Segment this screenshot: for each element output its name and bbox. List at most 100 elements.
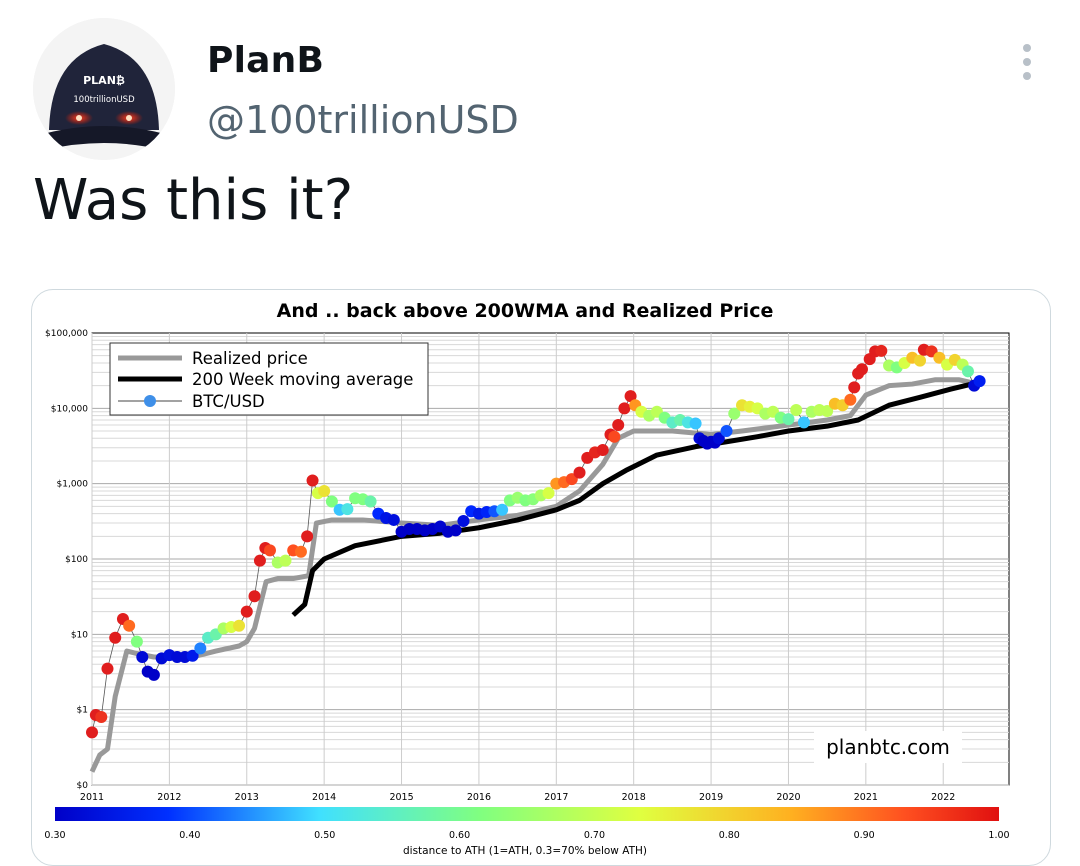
- x-axis-labels: 2011 2012 2013 2014 2015 2016 2017 2018 2019 2020…: [80, 792, 955, 803]
- y-tick-label: $0: [77, 781, 89, 791]
- x-tick-label: 2018: [622, 792, 646, 803]
- colorbar-tick-label: 0.80: [719, 830, 740, 841]
- tweet-media[interactable]: And .. back above 200WMA and Realized Pr…: [31, 289, 1051, 866]
- author-name[interactable]: PlanB: [207, 40, 325, 81]
- btc-dot: [496, 503, 509, 516]
- btc-dot: [624, 390, 637, 403]
- btc-dot: [457, 514, 470, 527]
- cap-image: PLAN₿ 100trillionUSD: [33, 18, 175, 160]
- x-tick-label: 2014: [312, 792, 336, 803]
- btc-dot: [728, 407, 741, 420]
- legend-wma: 200 Week moving average: [192, 370, 413, 389]
- btc-dot: [86, 726, 98, 739]
- x-tick-label: 2022: [931, 792, 955, 803]
- y-tick-label: $10: [71, 630, 88, 640]
- y-tick-label: $1: [77, 706, 88, 716]
- btc-dot: [596, 443, 609, 456]
- colorbar: [55, 807, 999, 821]
- btc-dot: [263, 544, 276, 557]
- colorbar-tick-label: 0.50: [314, 830, 335, 841]
- btc-dot: [797, 416, 810, 429]
- x-tick-label: 2015: [389, 792, 413, 803]
- btc-dot: [364, 495, 377, 508]
- btc-dot: [782, 413, 795, 426]
- btc-dot: [821, 405, 834, 418]
- btc-dot: [279, 554, 292, 567]
- btc-dot: [306, 474, 319, 487]
- btc-dot: [123, 619, 136, 632]
- x-tick-label: 2013: [235, 792, 259, 803]
- btc-dot: [136, 651, 149, 664]
- more-options-icon[interactable]: [1014, 40, 1040, 84]
- wma-line: [291, 380, 979, 617]
- btc-dot: [961, 365, 974, 378]
- x-tick-label: 2021: [854, 792, 878, 803]
- x-tick-label: 2011: [80, 792, 104, 803]
- btc-dot: [95, 710, 108, 723]
- colorbar-tick-label: 1.00: [988, 830, 1009, 841]
- btc-dot: [325, 495, 338, 508]
- btc-dot: [712, 432, 725, 445]
- btc-dot: [848, 381, 861, 394]
- btc-dot: [720, 425, 733, 438]
- btc-dot: [233, 619, 246, 632]
- btc-dot: [294, 545, 307, 558]
- btc-dot: [147, 668, 160, 681]
- btc-dot: [253, 554, 266, 567]
- btc-dot: [240, 605, 253, 618]
- btc-dot: [248, 590, 261, 603]
- colorbar-tick-label: 0.40: [179, 830, 200, 841]
- y-tick-label: $100,000: [45, 329, 88, 339]
- colorbar-tick-label: 0.30: [44, 830, 65, 841]
- btc-dot: [301, 530, 314, 543]
- btc-dot: [449, 524, 462, 537]
- author-handle[interactable]: @100trillionUSD: [207, 98, 519, 142]
- btc-dot: [844, 393, 857, 406]
- colorbar-tick-label: 0.60: [449, 830, 470, 841]
- btc-dot: [387, 513, 400, 526]
- btc-dot: [194, 642, 207, 655]
- colorbar-tick-label: 0.90: [854, 830, 875, 841]
- watermark: planbtc.com: [826, 735, 950, 759]
- watermark-box: [814, 731, 962, 763]
- btc-dot: [573, 466, 586, 479]
- btc-dot: [318, 484, 331, 497]
- chart: And .. back above 200WMA and Realized Pr…: [44, 300, 1009, 857]
- colorbar-tick-label: 0.70: [584, 830, 605, 841]
- x-tick-label: 2012: [157, 792, 181, 803]
- btc-dot: [130, 635, 143, 648]
- btc-dot: [101, 662, 114, 675]
- tweet-text: Was this it?: [33, 168, 354, 233]
- colorbar-ticks: 0.30 0.40 0.50 0.60 0.70 0.80 0.90 1.00: [44, 830, 1009, 841]
- btc-dot: [790, 404, 803, 417]
- x-tick-label: 2019: [699, 792, 723, 803]
- btc-dot: [542, 487, 555, 500]
- legend: Realized price 200 Week moving average B…: [109, 342, 429, 416]
- btc-dot: [608, 430, 621, 443]
- y-axis-labels: $0 $1 $10 $100 $1,000 $10,000 $100,000: [45, 329, 88, 791]
- chart-title: And .. back above 200WMA and Realized Pr…: [277, 300, 774, 322]
- btc-dots: [86, 343, 986, 739]
- btc-dot: [109, 631, 122, 644]
- btc-dot: [689, 417, 702, 430]
- btc-dot: [855, 363, 868, 376]
- x-tick-label: 2016: [467, 792, 491, 803]
- y-tick-label: $10,000: [51, 404, 88, 414]
- x-tick-label: 2017: [544, 792, 568, 803]
- btc-dot: [341, 503, 354, 516]
- btc-dot: [875, 344, 888, 357]
- btc-dot: [914, 354, 927, 367]
- btc-dot: [186, 649, 199, 662]
- colorbar-label: distance to ATH (1=ATH, 0.3=70% below AT…: [403, 845, 647, 857]
- y-tick-label: $1,000: [57, 480, 89, 490]
- btc-dot: [933, 351, 946, 364]
- cap-text-bottom: 100trillionUSD: [73, 95, 135, 105]
- cap-text-top: PLAN₿: [83, 74, 125, 87]
- btc-dot: [612, 419, 625, 432]
- btc-dot: [973, 375, 986, 388]
- legend-btc: BTC/USD: [192, 392, 265, 411]
- legend-realized: Realized price: [192, 349, 308, 368]
- avatar[interactable]: PLAN₿ 100trillionUSD: [33, 18, 175, 160]
- x-tick-label: 2020: [776, 792, 800, 803]
- btc-dot: [618, 402, 631, 415]
